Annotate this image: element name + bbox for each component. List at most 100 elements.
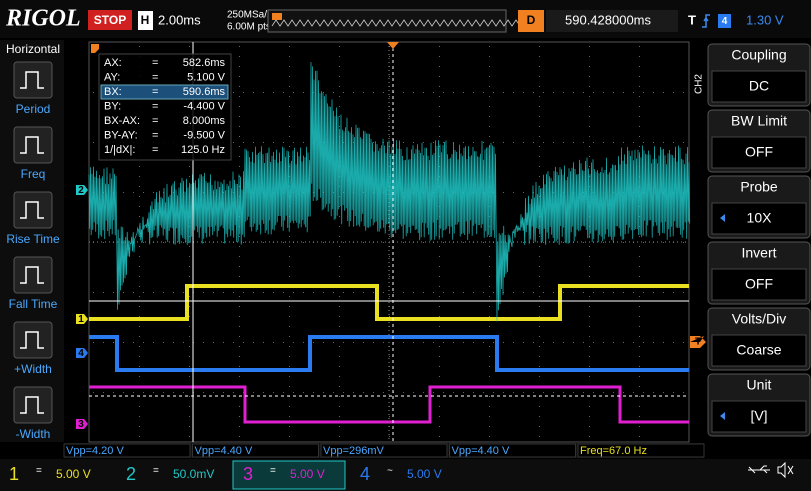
grid-dot (523, 92, 524, 93)
cursor-label: AX: (104, 57, 122, 69)
grid-dot (589, 306, 590, 307)
grid-dot (439, 126, 440, 127)
cursor-value: 125.0 Hz (181, 144, 225, 156)
measurement: Vpp=296mV (323, 445, 385, 457)
grid-dot (653, 342, 654, 343)
grid-dot (539, 436, 540, 437)
grid-dot (639, 216, 640, 217)
grid-dot (189, 376, 190, 377)
grid-dot (523, 142, 524, 143)
channel-number[interactable]: 3 (243, 464, 253, 484)
menu-button[interactable] (13, 256, 53, 294)
grid-dot (493, 342, 494, 343)
cursor-row-highlight (100, 84, 229, 100)
delay-box (518, 10, 544, 32)
grid-dot (589, 406, 590, 407)
grid-dot (563, 292, 564, 293)
cursor-value: 5.100 V (187, 71, 226, 83)
grid-dot (539, 186, 540, 187)
grid-dot (439, 416, 440, 417)
grid-dot (663, 342, 664, 343)
grid-dot (403, 392, 404, 393)
grid-dot (243, 242, 244, 243)
grid-dot (489, 126, 490, 127)
cursor-eq: = (152, 115, 158, 127)
grid-dot (189, 226, 190, 227)
grid-dot (363, 292, 364, 293)
grid-dot (463, 242, 464, 243)
grid-dot (439, 356, 440, 357)
grid-dot (543, 392, 544, 393)
grid-dot (613, 292, 614, 293)
grid-dot (203, 242, 204, 243)
menu-button[interactable] (13, 321, 53, 359)
menu-item-label: Invert (741, 245, 776, 261)
grid-dot (189, 316, 190, 317)
grid-dot (453, 342, 454, 343)
channel-marker (76, 314, 88, 324)
channel-active[interactable] (232, 460, 346, 490)
grid-dot (523, 292, 524, 293)
grid-dot (503, 142, 504, 143)
grid-dot (639, 66, 640, 67)
grid-dot (543, 292, 544, 293)
menu-button[interactable] (13, 191, 53, 229)
grid-dot (289, 356, 290, 357)
channel-number[interactable]: 2 (126, 464, 136, 484)
grid-dot (163, 242, 164, 243)
grid-dot (383, 92, 384, 93)
grid-dot (623, 142, 624, 143)
grid-dot (589, 86, 590, 87)
grid-dot (439, 46, 440, 47)
grid-dot (293, 342, 294, 343)
grid-dot (639, 116, 640, 117)
grid-dot (293, 142, 294, 143)
menu-button[interactable] (13, 126, 53, 164)
grid-dot (203, 292, 204, 293)
grid-dot (339, 126, 340, 127)
grid-dot (139, 366, 140, 367)
grid-dot (443, 392, 444, 393)
grid-dot (189, 166, 190, 167)
grid-dot (539, 46, 540, 47)
grid-dot (339, 276, 340, 277)
grid-dot (163, 342, 164, 343)
grid-dot (639, 396, 640, 397)
menu-button[interactable] (13, 386, 53, 424)
grid-dot (643, 342, 644, 343)
grid-dot (583, 392, 584, 393)
grid-dot (93, 292, 94, 293)
cursor-label: BX: (104, 86, 122, 98)
grid-dot (339, 96, 340, 97)
grid-dot (313, 292, 314, 293)
grid-dot (139, 286, 140, 287)
grid-dot (189, 436, 190, 437)
grid-dot (289, 326, 290, 327)
grid-dot (539, 286, 540, 287)
grid-dot (139, 186, 140, 187)
grid-dot (339, 176, 340, 177)
grid-dot (139, 196, 140, 197)
grid-dot (539, 176, 540, 177)
grid-dot (639, 126, 640, 127)
measurement: Vpp=4.40 V (452, 445, 510, 457)
left-menu-title: Horizontal (6, 42, 60, 56)
menu-label: Rise Time (6, 232, 60, 246)
grid-dot (303, 92, 304, 93)
delay-field (546, 10, 678, 32)
delay: 590.428000ms (565, 12, 652, 27)
grid-dot (423, 342, 424, 343)
channel-number[interactable]: 4 (360, 464, 370, 484)
grid-dot (239, 426, 240, 427)
grid-dot (289, 56, 290, 57)
grid-dot (239, 76, 240, 77)
channel-number[interactable]: 1 (9, 464, 19, 484)
menu-icon (20, 71, 44, 89)
grid-dot (603, 342, 604, 343)
menu-button[interactable] (13, 61, 53, 99)
grid-dot (139, 236, 140, 237)
grid-dot (633, 392, 634, 393)
grid-dot (453, 92, 454, 93)
grid-dot (189, 306, 190, 307)
